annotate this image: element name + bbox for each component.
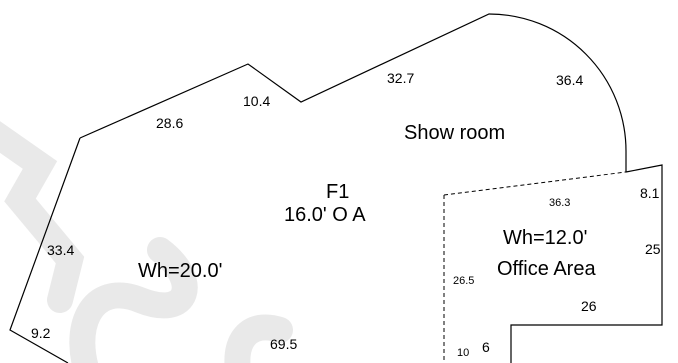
showroom-wall-height: Wh=20.0' (138, 260, 222, 282)
room-name-office: Office Area (497, 258, 596, 280)
dimension-label: 8.1 (640, 185, 660, 201)
dimension-label: 28.6 (156, 115, 183, 131)
office-partition-top (443, 171, 627, 196)
watermark (0, 121, 293, 363)
dimension-label: 6 (482, 339, 490, 355)
overall-height-label: 16.0' O A (284, 204, 366, 226)
dimension-label: 26.5 (453, 275, 474, 287)
dimension-label: 36.3 (549, 197, 570, 209)
floor-label: F1 (326, 181, 349, 203)
office-wall-height: Wh=12.0' (503, 227, 587, 249)
dimension-label: 36.4 (556, 72, 583, 88)
dimension-label: 10.4 (243, 93, 270, 109)
dimension-label: 10 (457, 347, 469, 359)
dimension-label: 26 (581, 298, 597, 314)
showroom-left-wall (9, 137, 81, 363)
showroom-outline (79, 13, 627, 172)
dimension-label: 32.7 (387, 70, 414, 86)
dimension-label: 25 (645, 241, 661, 257)
dimension-label: 33.4 (47, 242, 74, 258)
office-outer-wall (510, 164, 663, 363)
room-name-showroom: Show room (404, 122, 505, 144)
dimension-label: 9.2 (31, 325, 51, 341)
dimension-label: 69.5 (270, 336, 297, 352)
